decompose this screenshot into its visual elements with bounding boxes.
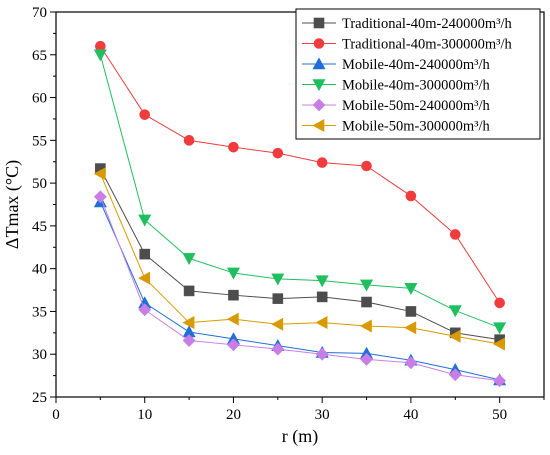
data-point: [182, 334, 196, 347]
legend-label: Mobile-40m-300000m³/h: [342, 78, 490, 94]
legend-marker: [313, 38, 325, 49]
legend-marker: [312, 79, 326, 92]
x-tick-label: 40: [403, 407, 418, 423]
data-point: [316, 157, 328, 168]
data-point: [361, 296, 372, 308]
x-axis-title: r (m): [282, 426, 318, 447]
x-tick-label: 50: [492, 407, 507, 423]
y-tick-label: 45: [32, 219, 47, 235]
series-line: [99, 173, 500, 345]
data-point: [448, 305, 462, 318]
y-tick-label: 55: [32, 133, 47, 149]
tick-labels: 0 10 20 30 40 50 25 30 35 40 45 50 55 60 65 70: [32, 5, 507, 423]
legend-label: Mobile-50m-300000m³/h: [342, 119, 490, 135]
data-point: [404, 356, 418, 370]
data-point: [139, 109, 151, 120]
data-point: [316, 291, 328, 303]
data-point: [272, 293, 284, 304]
data-point: [93, 49, 107, 62]
legend-label: Mobile-50m-240000m³/h: [342, 98, 490, 114]
x-tick-label: 10: [137, 407, 152, 423]
legend: Traditional-40m-240000m³/h Traditional-40…: [295, 8, 541, 140]
data-point: [404, 283, 418, 295]
legend-item: Mobile-50m-240000m³/h: [302, 98, 490, 114]
series-mobile-50m-240000m-h: [93, 190, 507, 388]
data-point: [493, 322, 507, 335]
legend-marker: [312, 98, 326, 112]
series-line: [99, 196, 500, 382]
data-point: [228, 289, 239, 301]
legend-box: [295, 8, 541, 140]
legend-label: Traditional-40m-300000m³/h: [342, 37, 513, 53]
data-point: [183, 285, 195, 297]
series-mobile-50m-300000m-h: [93, 167, 505, 351]
data-point: [139, 248, 151, 260]
axis-ticks: [50, 11, 545, 403]
data-point: [271, 317, 284, 331]
data-point: [138, 303, 152, 317]
data-point: [360, 279, 374, 292]
y-tick-label: 70: [32, 5, 47, 21]
data-point: [93, 167, 106, 181]
data-point: [449, 229, 461, 240]
data-point: [93, 190, 107, 204]
data-point: [448, 368, 462, 382]
data-point: [405, 306, 417, 317]
legend-marker: [312, 57, 326, 70]
data-point: [405, 190, 417, 202]
y-tick-label: 30: [32, 347, 47, 363]
legend-marker: [313, 17, 325, 29]
data-point: [226, 267, 240, 280]
y-tick-label: 65: [32, 48, 47, 64]
x-tick-label: 20: [226, 407, 241, 423]
data-point: [360, 352, 373, 366]
legend-label: Traditional-40m-240000m³/h: [342, 16, 513, 32]
data-point: [183, 135, 195, 146]
data-point: [138, 214, 152, 227]
y-tick-label: 60: [32, 91, 47, 107]
data-point: [272, 147, 284, 159]
data-point: [493, 337, 505, 351]
y-tick-label: 40: [32, 262, 47, 278]
legend-label: Mobile-40m-240000m³/h: [342, 57, 490, 73]
y-tick-label: 50: [32, 176, 47, 192]
data-point: [228, 141, 239, 153]
data-point: [271, 342, 285, 356]
legend-item: Mobile-40m-240000m³/h: [302, 57, 490, 73]
data-point: [361, 160, 372, 172]
data-point: [494, 297, 505, 309]
data-point: [226, 312, 239, 326]
data-point: [493, 374, 507, 388]
data-point: [404, 321, 417, 335]
legend-item: Mobile-50m-300000m³/h: [302, 119, 490, 135]
series-line: [99, 45, 501, 304]
data-point: [315, 347, 329, 361]
data-point: [448, 329, 461, 343]
data-point: [182, 316, 195, 330]
series-line: [99, 201, 500, 381]
y-tick-label: 35: [32, 304, 47, 320]
x-tick-label: 0: [52, 407, 60, 423]
series-line: [99, 54, 500, 329]
legend-item: Traditional-40m-240000m³/h: [302, 16, 513, 32]
series-line: [99, 168, 500, 341]
series-traditional-40m-300000m-h: [95, 40, 505, 309]
data-point: [359, 319, 372, 333]
data-point: [315, 316, 328, 330]
y-tick-label: 25: [32, 390, 47, 406]
data-point: [227, 338, 240, 352]
legend-marker: [312, 118, 325, 133]
legend-item: Mobile-40m-300000m³/h: [302, 78, 490, 94]
data-point: [271, 273, 285, 286]
data-point: [182, 253, 196, 266]
series-layer: [93, 40, 507, 388]
series-mobile-40m-300000m-h: [93, 49, 507, 335]
y-axis-title: ΔTmax (°C): [2, 160, 23, 249]
data-point: [138, 271, 151, 285]
legend-item: Traditional-40m-300000m³/h: [302, 37, 513, 53]
x-tick-label: 30: [315, 407, 330, 423]
data-point: [315, 275, 329, 288]
